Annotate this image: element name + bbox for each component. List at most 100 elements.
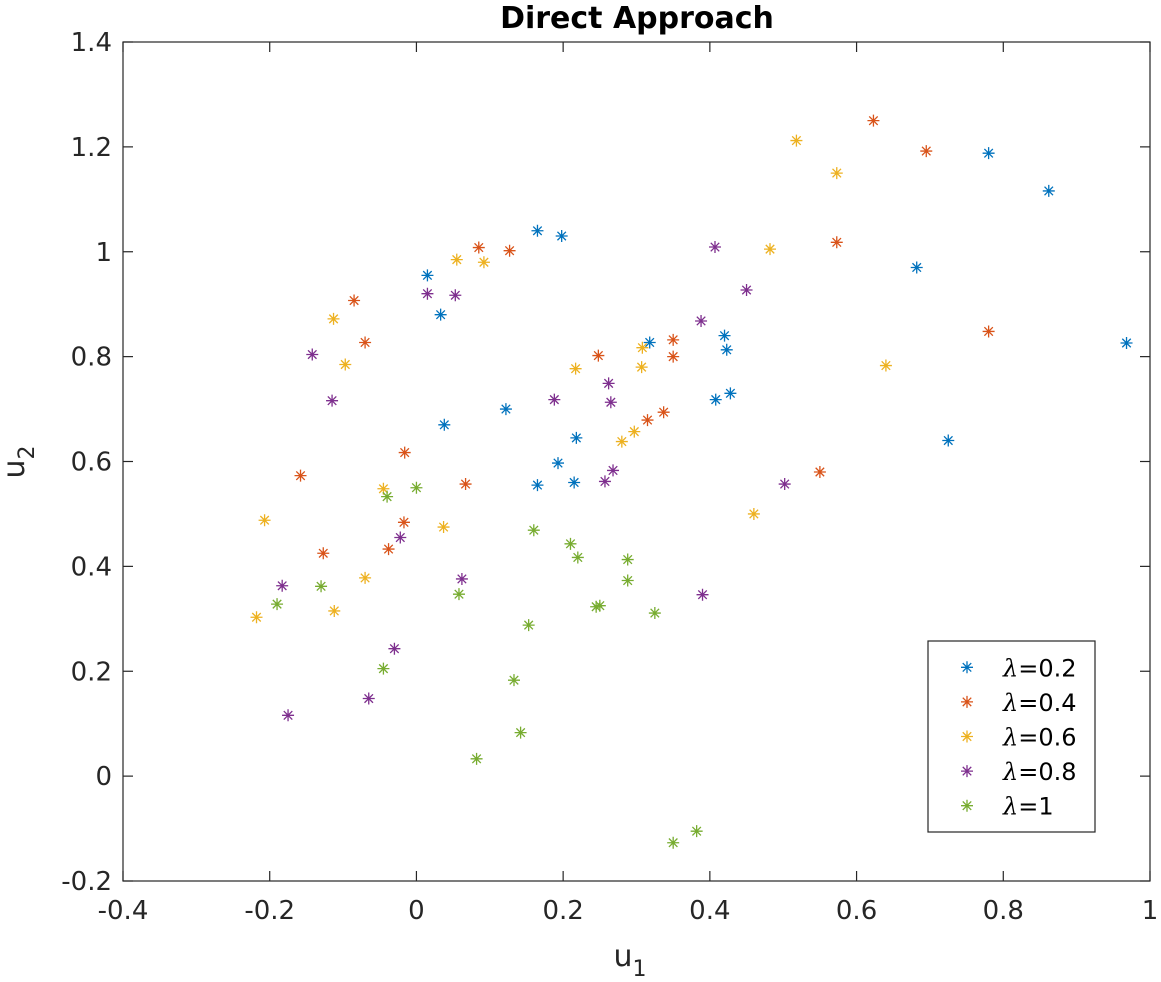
- data-points: [250, 114, 1133, 849]
- data-point: [564, 537, 577, 550]
- data-point: [381, 490, 394, 503]
- data-point: [421, 287, 434, 300]
- legend-label: λ=0.2: [1002, 654, 1077, 682]
- data-point: [514, 726, 527, 739]
- data-point: [604, 396, 617, 409]
- data-point: [830, 236, 843, 249]
- data-point: [472, 241, 485, 254]
- data-point: [1120, 336, 1133, 349]
- data-point: [339, 358, 352, 371]
- x-tick-label: -0.2: [244, 896, 295, 926]
- data-point: [398, 446, 411, 459]
- data-point: [709, 393, 722, 406]
- data-point: [747, 507, 760, 520]
- data-point: [531, 479, 544, 492]
- legend-marker: [961, 799, 973, 812]
- data-point: [306, 348, 319, 361]
- y-tick-label: 0.4: [71, 552, 112, 582]
- legend-label: λ=1: [1002, 793, 1054, 821]
- data-point: [790, 134, 803, 147]
- legend-label: λ=0.6: [1002, 724, 1077, 752]
- data-point: [531, 224, 544, 237]
- series-3: [250, 134, 892, 624]
- y-axis-label: u2: [0, 445, 40, 478]
- data-point: [421, 269, 434, 282]
- data-point: [592, 349, 605, 362]
- x-tick-label: 0.4: [689, 896, 730, 926]
- tick-labels: -0.4 -0.2 0 0.2 0.4 0.6 0.8 1-0.200.20.40.60.81…: [61, 28, 1158, 926]
- data-point: [708, 241, 721, 254]
- data-point: [410, 481, 423, 494]
- y-tick-label: 1: [95, 238, 112, 268]
- data-point: [315, 580, 328, 593]
- legend-marker: [961, 695, 973, 708]
- data-point: [615, 435, 628, 448]
- data-point: [362, 692, 375, 705]
- legend-marker: [961, 765, 973, 778]
- data-point: [282, 709, 295, 722]
- data-point: [942, 434, 955, 447]
- data-point: [628, 425, 641, 438]
- x-axis-label: u1: [613, 939, 646, 982]
- data-point: [394, 531, 407, 544]
- x-tick-label: -0.4: [98, 896, 149, 926]
- x-axis-label-subscript: 1: [633, 957, 647, 982]
- data-point: [1042, 184, 1055, 197]
- data-point: [527, 524, 540, 537]
- data-point: [667, 333, 680, 346]
- data-point: [724, 387, 737, 400]
- data-point: [667, 350, 680, 363]
- y-tick-label: 0.2: [71, 657, 112, 687]
- data-point: [449, 289, 462, 302]
- data-point: [910, 261, 923, 274]
- data-point: [830, 167, 843, 180]
- data-point: [548, 393, 561, 406]
- legend-item: λ=0.6: [961, 724, 1077, 752]
- data-point: [271, 598, 284, 611]
- legend: λ=0.2 λ=0.4 λ=0.6 λ=0.8 λ=1: [927, 640, 1096, 833]
- data-point: [258, 514, 271, 527]
- data-point: [568, 476, 581, 489]
- y-tick-label: 1.4: [71, 28, 112, 58]
- chart-title: Direct Approach: [500, 1, 774, 36]
- data-point: [459, 478, 472, 491]
- data-point: [718, 329, 731, 342]
- data-point: [326, 394, 339, 407]
- data-point: [657, 406, 670, 419]
- data-point: [503, 244, 516, 257]
- data-point: [879, 359, 892, 372]
- data-point: [455, 572, 468, 585]
- y-axis-label-base: u: [0, 459, 32, 478]
- data-point: [643, 336, 656, 349]
- x-axis-label-base: u: [613, 939, 632, 974]
- data-point: [477, 256, 490, 269]
- data-point: [813, 465, 826, 478]
- data-point: [507, 674, 520, 687]
- data-point: [434, 308, 447, 321]
- data-point: [377, 482, 390, 495]
- x-tick-label: 1: [1142, 896, 1159, 926]
- data-point: [555, 230, 568, 243]
- data-point: [778, 478, 791, 491]
- data-point: [598, 475, 611, 488]
- data-point: [377, 662, 390, 675]
- data-point: [552, 457, 565, 470]
- data-point: [621, 553, 634, 566]
- y-axis-label-subscript: 2: [15, 445, 40, 459]
- data-point: [636, 341, 649, 354]
- data-point: [667, 836, 680, 849]
- data-point: [764, 243, 777, 256]
- data-point: [397, 516, 410, 529]
- legend-item: λ=0.4: [961, 689, 1077, 717]
- data-point: [695, 314, 708, 327]
- data-point: [359, 336, 372, 349]
- data-point: [328, 604, 341, 617]
- legend-marker: [961, 730, 973, 743]
- data-point: [635, 361, 648, 374]
- data-point: [593, 599, 606, 612]
- data-point: [522, 619, 535, 632]
- x-tick-label: 0.8: [983, 896, 1024, 926]
- data-point: [920, 145, 933, 158]
- series-4: [276, 241, 791, 722]
